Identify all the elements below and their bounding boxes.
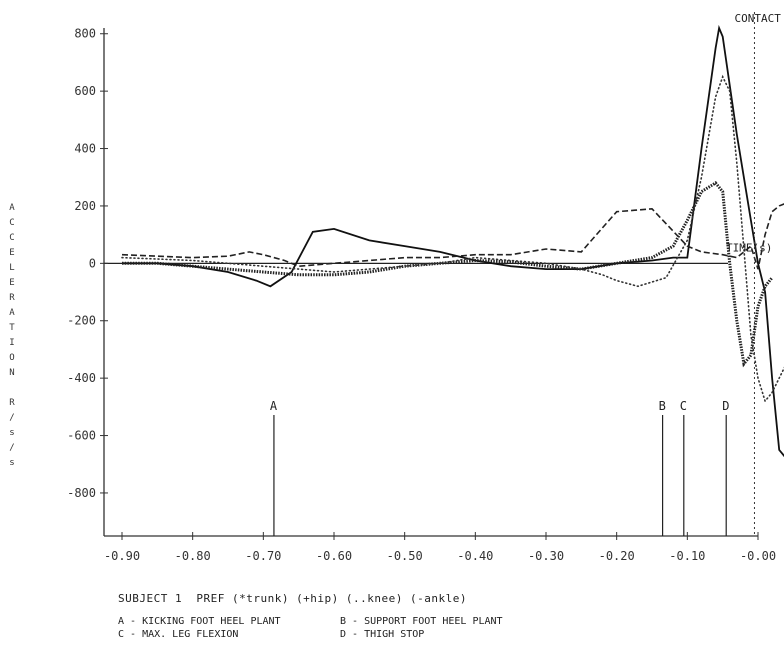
y-tick-label: 600	[74, 84, 96, 98]
y-axis-label-letter: R	[9, 398, 15, 408]
x-tick-label: -0.30	[528, 549, 564, 563]
x-tick-label: -0.00	[740, 549, 776, 563]
time-axis-label: TIME(s)	[726, 241, 772, 254]
series-line-hip	[122, 181, 774, 368]
x-tick-label: -0.70	[245, 549, 281, 563]
event-label: B	[659, 399, 666, 413]
y-tick-label: -600	[67, 429, 96, 443]
y-tick-label: 0	[89, 256, 96, 270]
legend-item-c: C - MAX. LEG FLEXION	[118, 629, 239, 640]
series-lines	[121, 24, 784, 458]
y-tick-label: 400	[74, 142, 96, 156]
y-axis-label-letter: C	[9, 233, 14, 243]
axes	[100, 28, 759, 540]
y-axis-label-letter: s	[9, 428, 14, 438]
legend-item-a: A - KICKING FOOT HEEL PLANT	[118, 616, 281, 627]
y-axis-label-letter: E	[9, 248, 14, 258]
y-axis-label-letter: O	[9, 353, 14, 363]
event-label: D	[722, 399, 729, 413]
x-tick-label: -0.90	[104, 549, 140, 563]
legend-item-d: D - THIGH STOP	[340, 629, 425, 640]
y-axis-label-letter: T	[9, 323, 15, 333]
y-tick-label: -200	[67, 314, 96, 328]
y-tick-label: -800	[67, 486, 96, 500]
event-label: C	[680, 399, 687, 413]
x-tick-label: -0.20	[599, 549, 635, 563]
y-axis-label-letter: /	[9, 443, 14, 453]
y-tick-label: -400	[67, 371, 96, 385]
y-tick-label: 800	[74, 27, 96, 41]
y-axis-label-letter: A	[9, 308, 15, 318]
x-tick-label: -0.40	[457, 549, 493, 563]
y-axis-label-letter: L	[9, 263, 14, 273]
y-tick-label: 200	[74, 199, 96, 213]
subject-caption: SUBJECT 1 PREF (*trunk) (+hip) (..knee) …	[118, 592, 468, 605]
y-axis-label-letter: I	[9, 338, 14, 348]
y-axis-label-letter: R	[9, 293, 15, 303]
x-tick-label: -0.10	[669, 549, 705, 563]
y-axis-label-letter: E	[9, 278, 14, 288]
annotations: CONTACT TIME(s)	[726, 12, 781, 536]
event-label: A	[270, 399, 278, 413]
y-axis-label-letter: A	[9, 203, 15, 213]
y-axis-label-letter: /	[9, 413, 14, 423]
x-tick-label: -0.50	[387, 549, 423, 563]
y-axis-label-letter: s	[9, 458, 14, 468]
x-tick-label: -0.60	[316, 549, 352, 563]
y-axis-label-letter: C	[9, 218, 14, 228]
tick-labels: 800 600 400 200 0 -200 -400 -600 -800 -0.90 -0.80 -…	[67, 27, 776, 563]
contact-label: CONTACT	[734, 12, 781, 25]
legend-item-b: B - SUPPORT FOOT HEEL PLANT	[340, 616, 503, 627]
x-tick-label: -0.80	[175, 549, 211, 563]
series-line-knee	[121, 74, 784, 403]
y-axis-label-letter: N	[9, 368, 14, 378]
series-line-ankle	[121, 203, 784, 270]
